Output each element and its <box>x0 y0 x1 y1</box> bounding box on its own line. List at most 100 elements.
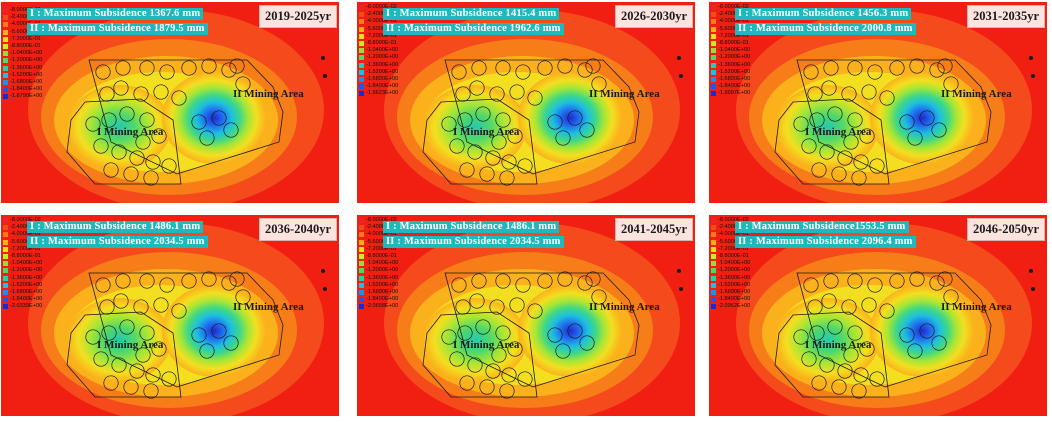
working-face-circle <box>191 327 207 343</box>
legend-swatch <box>359 297 364 303</box>
legend-label: -7.2000E-01 <box>10 35 41 42</box>
legend-label: -1.5200E+00 <box>718 68 751 75</box>
working-face-circle <box>211 110 227 126</box>
working-face-circle <box>555 343 571 359</box>
subsidence-center-1 <box>423 85 527 169</box>
legend-swatch <box>711 55 716 61</box>
working-face-circle <box>851 170 867 186</box>
working-face-circle <box>577 62 593 78</box>
legend-swatch <box>711 239 716 245</box>
period-label: 2036-2040yr <box>259 218 337 241</box>
legend-swatch <box>711 19 716 25</box>
legend-item: -1.2000E+00 <box>711 54 750 61</box>
legend-label: -5.6000E-01 <box>718 25 749 32</box>
legend-swatch <box>711 48 716 54</box>
legend-item: -1.6800E+00 <box>3 79 42 86</box>
legend-swatch <box>359 246 364 252</box>
legend-label: -4.0000E-01 <box>10 21 41 28</box>
legend-label: -8.0000E-02 <box>718 217 749 223</box>
mining-area-1-label: I Mining Area <box>453 339 520 351</box>
working-face-circle <box>99 299 115 315</box>
legend-item: -1.6800E+00 <box>359 289 398 296</box>
working-face-circle <box>139 325 155 341</box>
legend-label: -1.0400E+00 <box>10 50 43 57</box>
legend-swatch <box>3 218 8 224</box>
working-face-circle <box>907 343 923 359</box>
working-face-circle <box>793 116 809 132</box>
working-face-circle <box>113 80 129 96</box>
legend-swatch <box>359 55 364 61</box>
working-face-circle <box>837 150 853 166</box>
legend-swatch <box>711 26 716 32</box>
working-face-circle <box>547 327 563 343</box>
legend-label: -4.0000E-01 <box>10 231 41 238</box>
subsidence-center-1 <box>423 298 527 382</box>
legend-label: -8.8000E-01 <box>718 252 749 259</box>
legend-label: -1.0400E+00 <box>10 260 43 267</box>
working-face-circle <box>451 277 467 293</box>
working-face-circle <box>119 106 135 122</box>
subsidence-center-2 <box>518 72 622 164</box>
survey-point <box>677 269 681 273</box>
working-face-circle <box>199 130 215 146</box>
legend-label: -1.3600E+00 <box>718 274 751 281</box>
legend-label: -1.8790E+00 <box>10 93 43 100</box>
legend-item: -8.8000E-01 <box>3 253 42 260</box>
survey-point <box>1031 74 1035 78</box>
legend-label: -1.8400E+00 <box>718 83 751 90</box>
working-face-circle <box>229 58 245 74</box>
legend-item: -1.8400E+00 <box>711 83 750 90</box>
legend-swatch <box>359 69 364 75</box>
legend-label: -1.2000E+00 <box>10 57 43 64</box>
working-face-circle <box>499 383 515 399</box>
working-face-circle <box>809 325 825 341</box>
legend-item: -1.5200E+00 <box>3 282 42 289</box>
legend-label: -1.3600E+00 <box>10 64 43 71</box>
legend-label: -2.4000E-01 <box>366 224 397 231</box>
legend-label: -1.2000E+00 <box>718 267 751 274</box>
legend-swatch <box>3 304 8 310</box>
mining-area-1-label: I Mining Area <box>97 126 164 138</box>
mining-area-2-boundary <box>444 59 640 175</box>
working-face-circle <box>101 112 117 128</box>
working-face-circle <box>827 319 843 335</box>
max-subsidence-area-2: II : Maximum Subsidence 2034.5 mm <box>27 236 208 248</box>
legend-swatch <box>711 268 716 274</box>
working-face-circle <box>455 299 471 315</box>
working-face-circle <box>221 62 237 78</box>
legend-item: -5.6000E-01 <box>3 239 42 246</box>
legend-swatch <box>711 84 716 90</box>
working-face-circle <box>171 303 187 319</box>
legend-swatch <box>711 282 716 288</box>
legend-swatch <box>711 218 716 224</box>
working-face-circle <box>803 64 819 80</box>
max-subsidence-area-1: I : Maximum Subsidence1553.5 mm <box>735 221 909 233</box>
working-face-circle <box>201 271 217 287</box>
working-face-circle <box>191 114 207 130</box>
working-face-circle <box>879 303 895 319</box>
working-face-circle <box>579 122 595 138</box>
legend-swatch <box>359 304 364 310</box>
working-face-circle <box>161 371 177 387</box>
working-face-circle <box>577 275 593 291</box>
period-label: 2031-2035yr <box>967 5 1045 28</box>
working-face-circle <box>909 271 925 287</box>
contour-map <box>28 10 327 203</box>
legend-item: -2.4000E-01 <box>3 14 42 21</box>
legend-swatch <box>3 79 8 85</box>
legend-label: -1.3600E+00 <box>718 61 751 68</box>
working-face-circle <box>809 112 825 128</box>
working-face-circle <box>823 273 839 289</box>
survey-point <box>679 74 683 78</box>
legend-item: -8.8000E-01 <box>359 40 398 47</box>
mining-area-2-label: II Mining Area <box>589 301 660 313</box>
working-face-circle <box>501 367 517 383</box>
legend-item: -5.6000E-01 <box>359 26 398 33</box>
working-face-circle <box>853 367 869 383</box>
mining-area-1-label: I Mining Area <box>97 339 164 351</box>
working-face-circle <box>807 86 823 102</box>
legend-label: -2.4000E-01 <box>718 11 749 18</box>
legend-swatch <box>359 282 364 288</box>
legend-label: -1.6800E+00 <box>366 288 399 295</box>
working-face-circle <box>199 343 215 359</box>
